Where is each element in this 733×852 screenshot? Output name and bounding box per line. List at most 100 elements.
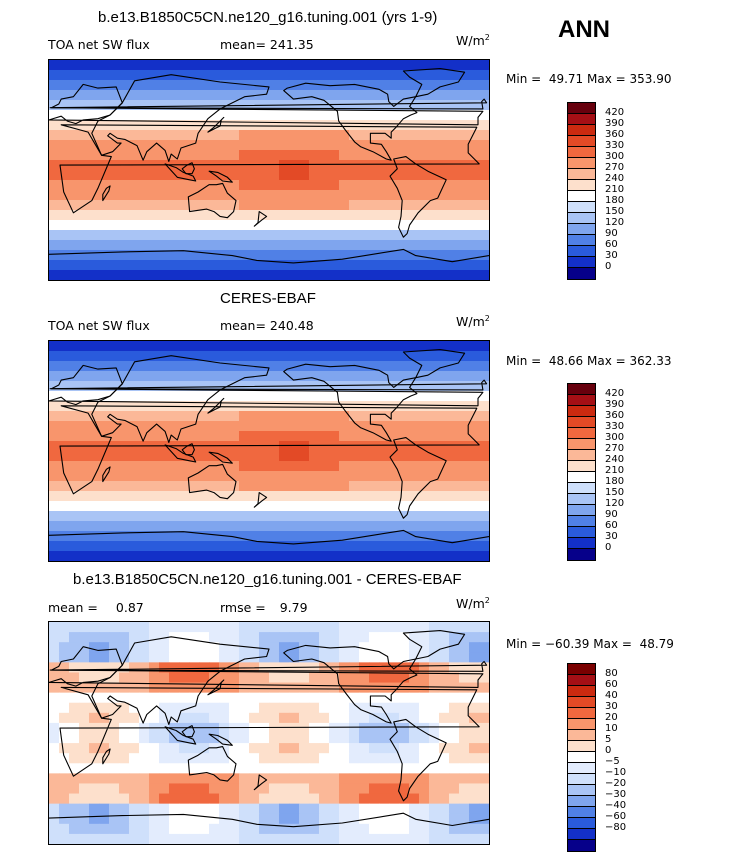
map-canvas xyxy=(49,341,489,561)
colorbar-box xyxy=(568,730,595,741)
colorbar-box xyxy=(568,741,595,752)
colorbar-label: −80 xyxy=(605,822,627,833)
colorbar-label: 390 xyxy=(605,399,625,410)
panel-2-mean-value: 240.48 xyxy=(269,318,314,333)
colorbar-label: 40 xyxy=(605,690,618,701)
colorbar-box xyxy=(568,191,595,202)
colorbar-label: −40 xyxy=(605,800,627,811)
colorbar-box xyxy=(568,202,595,213)
colorbar-label: 330 xyxy=(605,421,625,432)
panel-3-min-label: Min = xyxy=(506,637,542,651)
north-america-coastline xyxy=(283,82,418,161)
greenland-coastline xyxy=(402,349,466,379)
panel-3-mean-value: 0.87 xyxy=(115,600,144,615)
colorbar-label: 0 xyxy=(605,542,612,553)
panel-2-min-label: Min = xyxy=(506,354,542,368)
asia-coastline xyxy=(91,74,270,162)
colorbar-box xyxy=(568,505,595,516)
map-canvas xyxy=(49,60,489,280)
panel-3-mean: mean = 0.87 xyxy=(48,600,144,615)
coastlines xyxy=(49,630,489,828)
uk-coastline xyxy=(49,660,488,672)
colorbar-box xyxy=(568,169,595,180)
map-field xyxy=(49,622,489,844)
panel-1-title: b.e13.B1850C5CN.ne120_g16.tuning.001 (yr… xyxy=(98,9,438,26)
indonesia-coastline xyxy=(164,163,197,182)
colorbar-box xyxy=(568,257,595,268)
colorbar-box xyxy=(568,763,595,774)
antarctica-coastline xyxy=(49,248,489,264)
panel-3-max-label: Max = xyxy=(593,637,632,651)
colorbar-box xyxy=(568,103,595,114)
panel-3-map xyxy=(48,621,490,845)
panel-2-units-base: W/m xyxy=(456,314,485,330)
new-guinea-coastline xyxy=(208,733,233,746)
uk-coastline xyxy=(49,98,488,110)
south-america-coastline xyxy=(389,437,447,519)
panel-1-mean-label: mean= xyxy=(220,37,266,52)
colorbar-label: 300 xyxy=(605,151,625,162)
colorbar-box xyxy=(568,428,595,439)
map-field xyxy=(49,60,489,280)
colorbar-box xyxy=(568,829,595,840)
colorbar-label: 60 xyxy=(605,520,618,531)
borneo-coastline xyxy=(181,443,195,456)
panel-1-mean-value: 241.35 xyxy=(269,37,314,52)
colorbar-label: 270 xyxy=(605,162,625,173)
colorbar-box xyxy=(568,752,595,763)
colorbar-label: 30 xyxy=(605,701,618,712)
colorbar-label: 270 xyxy=(605,443,625,454)
colorbar-box xyxy=(568,818,595,829)
coastlines xyxy=(49,349,489,545)
panel-3-min-value: −60.39 xyxy=(545,637,590,651)
panel-3-rmse-value: 9.79 xyxy=(279,600,308,615)
colorbar-box xyxy=(568,180,595,191)
colorbar-box xyxy=(568,719,595,730)
colorbar-label: 150 xyxy=(605,206,625,217)
colorbar-label: 420 xyxy=(605,107,625,118)
season-label: ANN xyxy=(558,16,610,43)
panel-3-min-max: Min = −60.39 Max = 48.79 xyxy=(506,637,674,651)
colorbar-box xyxy=(568,686,595,697)
colorbar-box xyxy=(568,417,595,428)
madagascar-coastline xyxy=(102,185,111,202)
colorbar-label: 90 xyxy=(605,228,618,239)
asia-coastline xyxy=(91,636,270,725)
antarctica-coastline xyxy=(49,812,489,828)
madagascar-coastline xyxy=(102,748,111,765)
north-america-coastline xyxy=(283,644,418,724)
colorbar-label: 420 xyxy=(605,388,625,399)
colorbar-label: 180 xyxy=(605,195,625,206)
new-zealand-coastline xyxy=(253,211,268,227)
colorbar-label: 30 xyxy=(605,250,618,261)
colorbar-label: 390 xyxy=(605,118,625,129)
south-america-coastline xyxy=(389,156,447,238)
panel-1-map xyxy=(48,59,490,281)
colorbar-box xyxy=(568,450,595,461)
new-guinea-coastline xyxy=(208,170,233,183)
colorbar-box xyxy=(568,494,595,505)
colorbar-label: 120 xyxy=(605,217,625,228)
colorbar-label: 210 xyxy=(605,465,625,476)
panel-1-max-value: 353.90 xyxy=(629,72,672,86)
colorbar-box xyxy=(568,158,595,169)
colorbar-box xyxy=(568,114,595,125)
africa-coastline xyxy=(59,124,480,214)
colorbar-label: 10 xyxy=(605,723,618,734)
borneo-coastline xyxy=(181,725,195,738)
panel-2-units: W/m2 xyxy=(456,314,490,329)
colorbar-label: 330 xyxy=(605,140,625,151)
colorbar-box xyxy=(568,461,595,472)
colorbar-label: 60 xyxy=(605,239,618,250)
colorbar-box xyxy=(568,796,595,807)
colorbar-box xyxy=(568,224,595,235)
colorbar-box xyxy=(568,483,595,494)
australia-coastline xyxy=(187,463,237,500)
colorbar-label: 150 xyxy=(605,487,625,498)
panel-2-colorbar xyxy=(567,383,596,561)
colorbar-label: 90 xyxy=(605,509,618,520)
colorbar-label: 120 xyxy=(605,498,625,509)
colorbar-box xyxy=(568,439,595,450)
colorbar-box xyxy=(568,384,595,395)
panel-1-mean: mean= 241.35 xyxy=(220,37,314,52)
